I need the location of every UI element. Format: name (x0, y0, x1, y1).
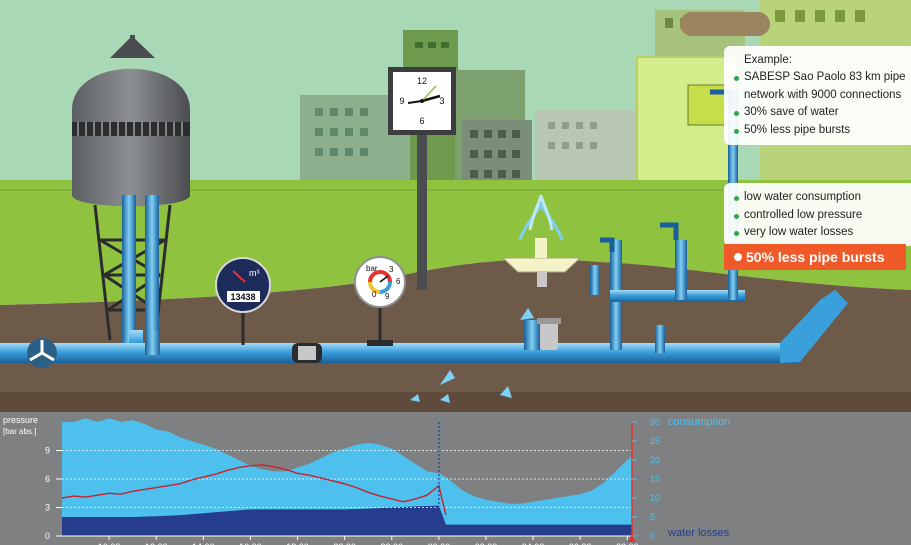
clock-numeral-3: 3 (439, 96, 444, 106)
x-tick-label: 20:00 (333, 542, 356, 545)
benefit-item: low water consumption (732, 189, 907, 207)
series-consumption-area (62, 418, 632, 536)
water-tower (72, 35, 190, 355)
right-tick-label: 25 (650, 436, 660, 446)
chart-grid (62, 450, 632, 508)
x-tick-label: 22:00 (380, 542, 403, 545)
example-item: SABESP Sao Paolo 83 km pipe network with… (732, 69, 907, 104)
pressure-gauge-numeral-3: 3 (389, 265, 394, 274)
pressure-gauge: bar 0 3 6 9 (354, 256, 406, 346)
leak-splashes (410, 308, 534, 403)
clock-numeral-6: 6 (419, 116, 424, 126)
x-tick-label: 08:00 (616, 542, 639, 545)
chart-axes: 0 3 6 9 0 5 10 15 20 25 30 10:00 12:00 14:00 16:00 18:0… (45, 417, 660, 545)
burst-reduction-banner: 50% less pipe bursts (724, 244, 906, 270)
clock-numeral-12: 12 (417, 76, 427, 86)
right-tick-label: 10 (650, 493, 660, 503)
legend-consumption: consumption (668, 416, 730, 428)
chart-panel: 0 3 6 9 0 5 10 15 20 25 30 10:00 12:00 14:00 16:00 18:0… (0, 412, 911, 545)
flow-meter-unit: m³ (249, 268, 260, 278)
pressure-gauge-numeral-9: 9 (385, 292, 390, 301)
pressure-gauge-numeral-0: 0 (372, 290, 377, 299)
benefits-info-box: low water consumption controlled low pre… (724, 183, 911, 246)
series-water-losses-area (62, 505, 632, 536)
right-tick-label: 30 (650, 417, 660, 427)
x-tick-label: 02:00 (475, 542, 498, 545)
legend-water-losses: water losses (667, 527, 730, 539)
pressure-gauge-numeral-6: 6 (396, 277, 401, 286)
valve-icon (292, 343, 322, 363)
chart-lines (61, 464, 447, 516)
x-tick-label: 00:00 (428, 542, 451, 545)
right-tick-label: 0 (650, 531, 655, 541)
benefits-list: low water consumption controlled low pre… (732, 189, 907, 242)
clock: 12 3 6 9 (388, 67, 456, 290)
flow-meter-reading: 13438 (230, 292, 255, 302)
left-tick-label: 0 (45, 531, 50, 541)
fountain-icon (501, 194, 582, 287)
example-title: Example: (744, 54, 792, 66)
flow-meter: m³ 13438 (215, 257, 271, 345)
x-tick-label: 06:00 (569, 542, 592, 545)
burst-reduction-label: 50% less pipe bursts (746, 249, 885, 265)
chart-areas (62, 418, 632, 536)
x-tick-label: 14:00 (192, 542, 215, 545)
example-info-box: Example: SABESP Sao Paolo 83 km pipe net… (724, 46, 911, 145)
hydrant-icon (537, 318, 561, 350)
right-tick-label: 5 (650, 512, 655, 522)
example-list: SABESP Sao Paolo 83 km pipe network with… (732, 69, 907, 139)
left-tick-label: 9 (45, 446, 50, 456)
pressure-gauge-unit: bar (366, 264, 378, 273)
clock-numeral-9: 9 (399, 96, 404, 106)
left-axis-label: pressure (3, 415, 38, 425)
example-item: 30% save of water (732, 104, 907, 122)
right-tick-label: 15 (650, 474, 660, 484)
right-tick-label: 20 (650, 455, 660, 465)
water-network-scene: 12 3 6 9 m³ 13438 bar 0 3 6 9 (0, 0, 911, 412)
x-tick-label: 12:00 (145, 542, 168, 545)
series-pressure-line (61, 464, 447, 516)
x-tick-label: 18:00 (286, 542, 309, 545)
left-tick-label: 6 (45, 474, 50, 484)
bullet-icon (734, 253, 742, 261)
current-time-marker-icon (628, 534, 636, 542)
pump-icon (27, 338, 57, 368)
left-axis-unit: [bar abs.] (3, 427, 36, 436)
pressure-consumption-chart: 0 3 6 9 0 5 10 15 20 25 30 10:00 12:00 14:00 16:00 18:0… (3, 415, 730, 545)
left-tick-label: 3 (45, 503, 50, 513)
benefit-item: very low water losses (732, 224, 907, 242)
x-tick-label: 10:00 (98, 542, 121, 545)
x-tick-label: 04:00 (522, 542, 545, 545)
benefit-item: controlled low pressure (732, 207, 907, 225)
x-tick-label: 16:00 (239, 542, 262, 545)
example-item: 50% less pipe bursts (732, 122, 907, 140)
